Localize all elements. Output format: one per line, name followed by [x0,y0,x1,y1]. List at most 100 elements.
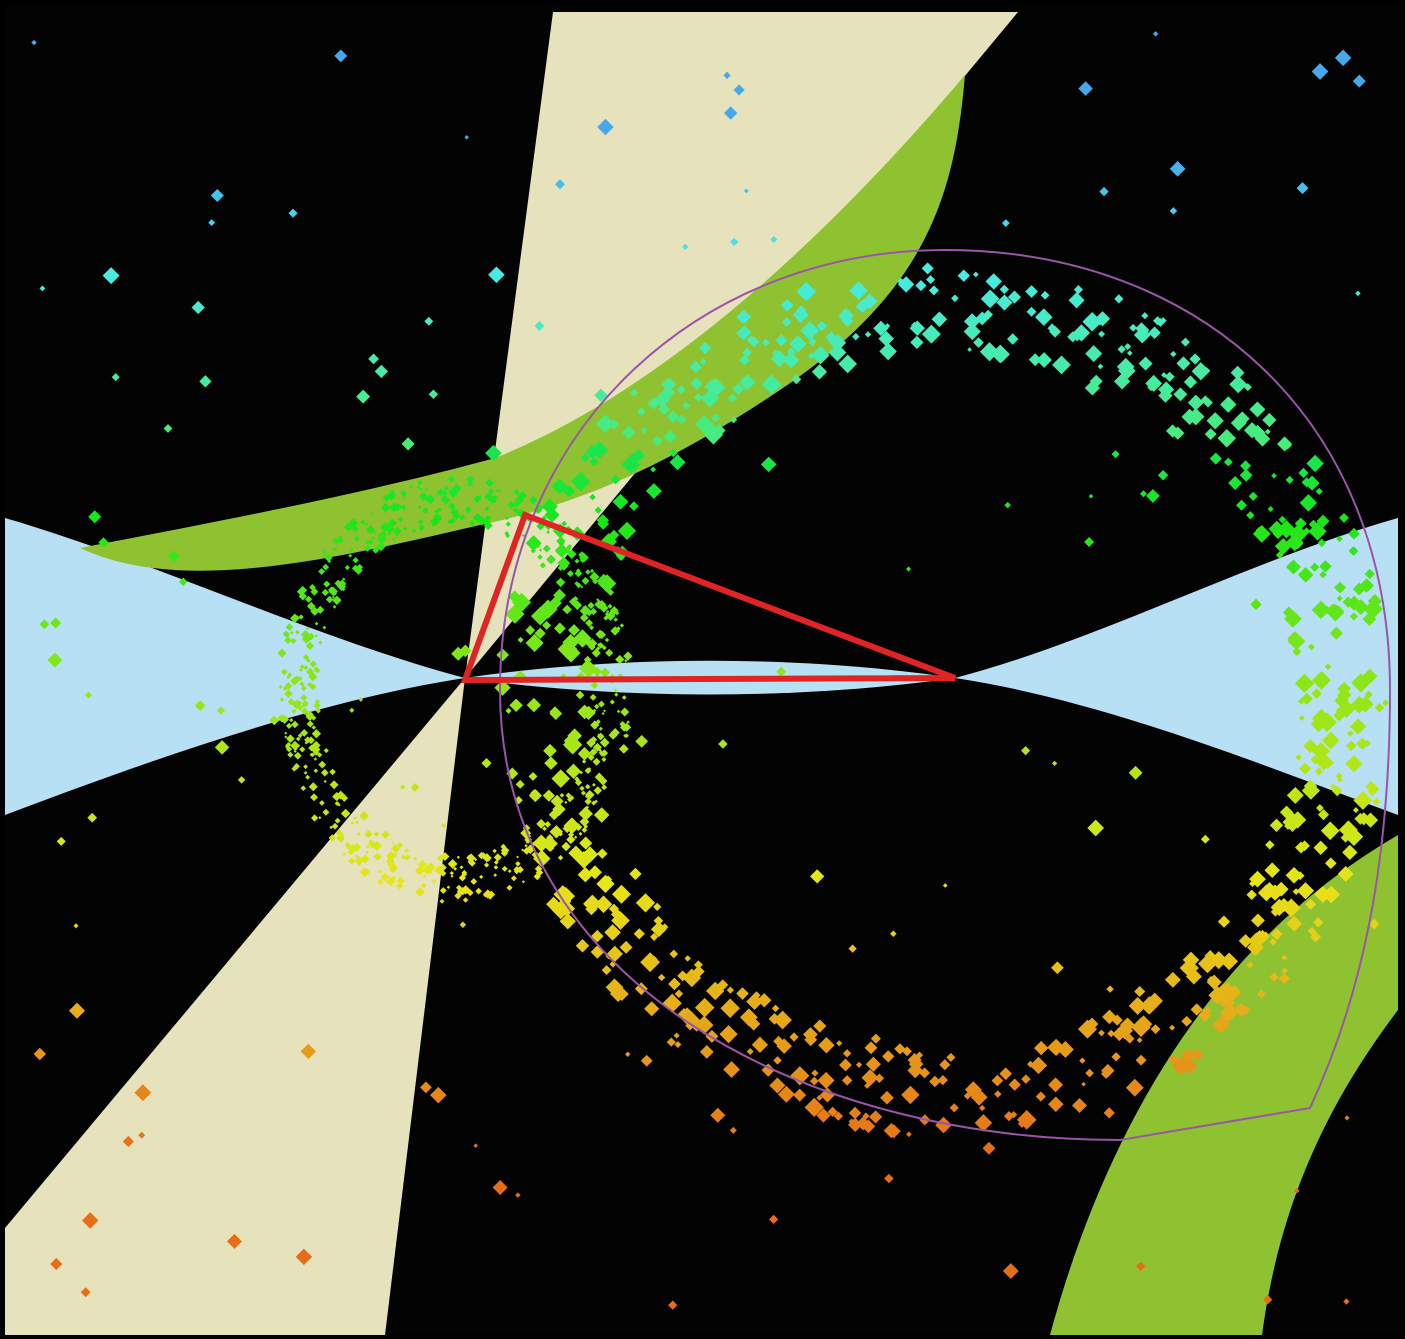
dot [314,621,319,626]
dot [528,771,538,781]
dot [364,830,373,839]
dot [626,463,633,469]
dot [400,854,406,860]
dot [509,698,523,713]
dot [657,973,666,982]
dot [1286,915,1302,932]
dot [580,790,586,796]
dot [577,747,592,761]
dot [506,884,513,891]
dot [1362,812,1379,828]
dot [1235,499,1248,511]
dot [720,998,740,1018]
dot [1213,983,1233,1003]
dot [736,309,752,325]
dot [973,337,984,348]
dot [289,717,294,723]
dot [682,401,690,410]
dot [324,553,333,562]
dot [1362,612,1377,627]
dot [1097,363,1104,370]
dot [447,475,455,483]
dot [1350,695,1369,714]
dot [1136,1261,1146,1272]
dot [546,554,556,565]
dot [1040,290,1050,300]
dot [507,501,515,509]
dot [284,689,292,697]
dot [581,705,596,720]
dot [996,294,1013,311]
dot [1342,596,1354,608]
dot [1007,290,1022,304]
dot [505,521,511,527]
dot [1111,450,1120,459]
dot [1081,1081,1086,1087]
beige-wedge-bottom [5,678,465,1335]
dot [597,118,614,136]
dot [389,863,398,872]
dot [415,887,425,897]
dot [505,707,512,714]
dot [816,320,828,332]
dot [544,821,552,828]
dot [1269,818,1284,832]
dot [521,880,525,884]
dot [597,642,601,647]
dot [286,741,292,747]
dot [906,1131,912,1138]
dot [1292,538,1304,550]
dot [285,722,293,730]
dot [306,658,311,663]
dot [1238,934,1253,948]
red-triangle [460,511,957,684]
dot [359,811,369,821]
dot [633,928,645,940]
dot [1102,1009,1117,1025]
dot [285,637,290,642]
dot [436,854,444,862]
dot [318,568,326,575]
dot [1004,501,1011,509]
dot [590,681,599,689]
dot [305,710,314,719]
dot [587,601,595,610]
dot [1314,767,1324,776]
dot [455,509,459,513]
dot [590,720,600,730]
dot [1302,527,1311,536]
dot [619,940,633,954]
dot [374,364,389,379]
dot [574,835,578,839]
dot [293,749,297,753]
dot [381,830,390,839]
dot [1285,866,1303,884]
dot [439,887,447,894]
dot [746,1048,754,1055]
dot [507,869,512,873]
dot [1257,989,1266,999]
dot [359,867,370,877]
dot [400,784,406,790]
dot [441,495,451,505]
dot [514,495,524,505]
dot [365,522,369,526]
dot [351,525,359,533]
dot [1283,609,1302,628]
dot [777,1085,795,1103]
dot [517,636,524,643]
dot [963,313,981,330]
dot [441,822,446,828]
dot [1303,738,1318,754]
dot [546,834,554,842]
dot [604,612,609,616]
dot [585,784,591,790]
dot [597,733,601,737]
dot [280,668,288,676]
dot [356,389,371,404]
dot [579,557,586,563]
dot [304,736,312,744]
dot [1161,372,1167,378]
dot [624,1051,631,1058]
